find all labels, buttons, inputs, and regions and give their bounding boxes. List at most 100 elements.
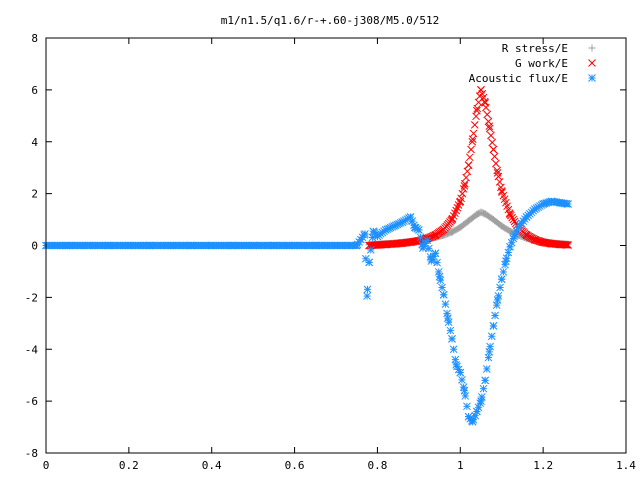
- series-3-point: [487, 332, 496, 341]
- series-2-point: [497, 187, 506, 195]
- y-tick-label: 8: [31, 32, 38, 45]
- series-3-point: [438, 283, 446, 292]
- series-2-point: [468, 137, 477, 146]
- series-1-point: [477, 208, 485, 216]
- series-3-point: [369, 227, 378, 236]
- series-3-point: [481, 376, 489, 385]
- series-3-point: [493, 296, 502, 304]
- series-2-point: [467, 145, 475, 154]
- series-3-point: [452, 360, 460, 369]
- series-2-point: [482, 103, 490, 112]
- series-2-point: [539, 238, 547, 247]
- series-3-point: [491, 311, 499, 320]
- legend-marker: [588, 74, 596, 82]
- series-3-point: [499, 268, 508, 276]
- series-3-point: [555, 198, 564, 207]
- y-tick-label: 0: [31, 240, 38, 253]
- series-2-point: [483, 110, 492, 119]
- series-2-point: [485, 124, 494, 133]
- series-3-point: [415, 226, 423, 234]
- series-3-point: [434, 268, 443, 276]
- series-3-point: [441, 300, 450, 308]
- series-2-point: [481, 98, 489, 107]
- series-2-point: [465, 153, 474, 162]
- series-3-point: [439, 290, 448, 299]
- y-tick-label: -6: [25, 395, 38, 408]
- y-axis: -8 -6 -4 -2 0 2 4 6 8: [25, 32, 626, 460]
- series-3-point: [423, 236, 431, 245]
- legend: R stress/E G work/E Acoustic flux/E: [469, 42, 596, 85]
- series-3-point: [390, 222, 398, 230]
- series-1-point: [473, 210, 481, 218]
- series-3-point: [187, 241, 195, 250]
- series-3-point: [460, 386, 469, 395]
- y-tick-label: 2: [31, 188, 38, 201]
- series-2-point: [458, 189, 467, 198]
- series-2-point: [477, 86, 485, 94]
- series-2-point: [493, 166, 502, 175]
- series-3-point: [504, 248, 513, 257]
- series-3-point: [497, 275, 506, 284]
- series-3-point: [468, 418, 477, 426]
- series-2-point: [439, 225, 448, 234]
- series-2-point: [561, 240, 570, 249]
- series-2-point: [485, 122, 494, 131]
- legend-label: Acoustic flux/E: [469, 72, 568, 85]
- series-2-point: [492, 159, 500, 168]
- series-2-point: [459, 185, 468, 193]
- legend-label: R stress/E: [502, 42, 568, 55]
- series-2-point: [562, 241, 571, 249]
- series-1-point: [498, 222, 506, 230]
- series-2-point: [429, 231, 438, 240]
- series-2-point: [468, 135, 477, 144]
- series-3-point: [433, 258, 441, 267]
- series-3-point: [381, 226, 390, 234]
- series-2-point: [506, 210, 514, 219]
- series-2-point: [564, 241, 572, 249]
- series-3-point: [145, 241, 154, 250]
- series-2: [365, 86, 572, 250]
- series-3-point: [62, 241, 71, 250]
- series-3-point: [463, 402, 471, 411]
- x-tick-label: 0: [43, 459, 50, 472]
- series-3-point: [435, 272, 444, 281]
- x-tick-label: 0.2: [119, 459, 139, 472]
- series-3-point: [456, 368, 465, 377]
- series-3-point: [449, 345, 458, 354]
- series-3-point: [361, 229, 369, 238]
- series-3-point: [290, 241, 299, 250]
- series-3-point: [473, 407, 481, 416]
- series-3-point: [166, 241, 175, 250]
- series-1-point: [489, 216, 497, 224]
- series-2-point: [456, 197, 465, 206]
- legend-marker: [588, 59, 596, 67]
- chart-title: m1/n1.5/q1.6/r-+.60-j308/M5.0/512: [221, 14, 440, 27]
- series-3-point: [249, 241, 257, 250]
- series-3-point: [83, 241, 92, 250]
- series-3-point: [419, 244, 427, 252]
- y-tick-label: -4: [25, 343, 39, 356]
- series-1-point: [448, 228, 456, 236]
- series-3-point: [352, 241, 361, 250]
- series-3-point: [406, 213, 415, 221]
- series-3-point: [531, 205, 539, 214]
- series-3-point: [477, 397, 485, 405]
- series-3-point: [363, 285, 372, 294]
- series-3-point: [502, 257, 510, 265]
- series-3-point: [539, 200, 547, 208]
- series-2-point: [473, 104, 482, 113]
- series-2-point: [463, 167, 472, 176]
- series-2-point: [457, 194, 465, 203]
- series-2-point: [448, 215, 456, 224]
- series-3-point: [485, 347, 494, 356]
- series-3-point: [363, 292, 371, 300]
- legend-label: G work/E: [515, 57, 568, 70]
- series-2-point: [460, 181, 469, 190]
- series-2-point: [365, 241, 373, 250]
- series-2-point: [489, 145, 498, 154]
- series-2-point: [431, 231, 440, 239]
- series-2-point: [480, 97, 489, 106]
- series-2-point: [547, 239, 556, 248]
- series-2-point: [493, 169, 502, 177]
